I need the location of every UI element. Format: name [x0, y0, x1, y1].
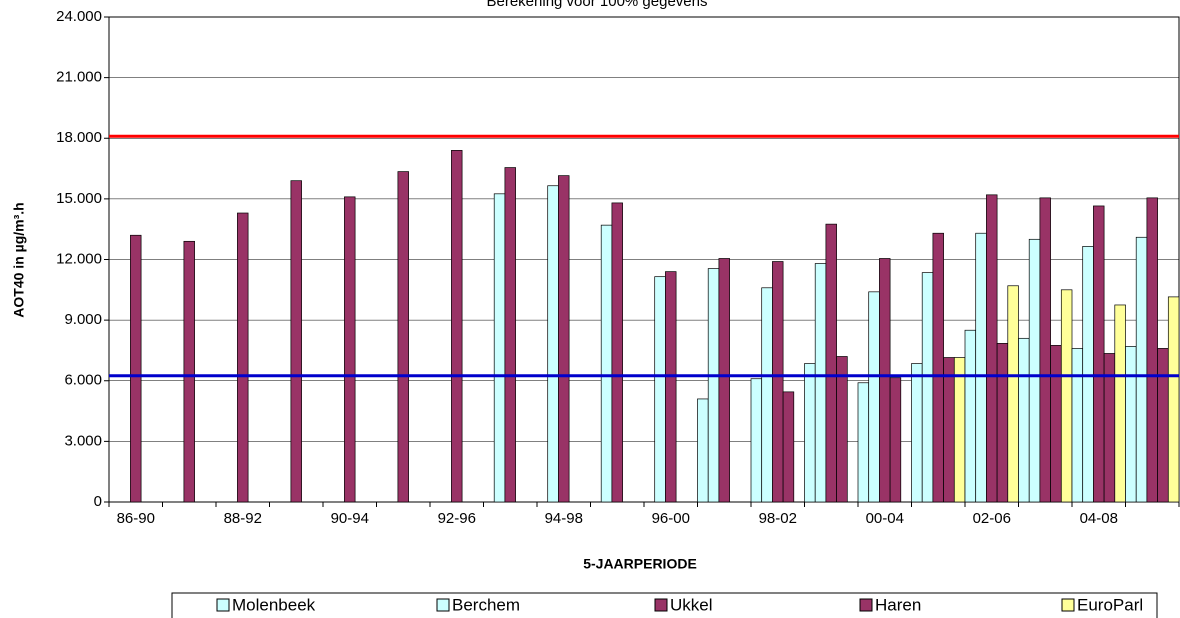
y-tick-label: 18.000	[56, 129, 102, 146]
y-tick-label: 21.000	[56, 69, 102, 86]
bar	[761, 287, 773, 503]
bar	[1114, 304, 1126, 503]
bar	[921, 272, 934, 503]
bar	[857, 382, 870, 503]
legend-label: Molenbeek	[232, 595, 316, 614]
y-axis-title: AOT40 in µg/m³.h	[11, 202, 27, 317]
bar	[889, 377, 902, 503]
bar	[1146, 197, 1158, 503]
bar	[504, 167, 516, 503]
bar	[804, 363, 816, 503]
bar	[451, 150, 463, 503]
bar	[1071, 348, 1084, 503]
x-tick-label: 92-96	[438, 510, 476, 527]
bar	[868, 291, 880, 503]
x-tick-label: 00-04	[866, 510, 904, 527]
bar	[718, 258, 730, 503]
y-tick-label: 0	[94, 493, 102, 510]
chart-title: Berekening voor 100% gegevens	[487, 0, 708, 10]
bar	[911, 363, 923, 503]
bar	[953, 357, 966, 503]
bar	[1093, 205, 1105, 503]
bar	[1018, 337, 1030, 503]
y-tick-label: 12.000	[56, 250, 102, 267]
y-tick-label: 15.000	[56, 190, 102, 207]
bar	[237, 212, 249, 503]
legend-label: Haren	[875, 595, 921, 614]
bar	[1050, 345, 1062, 503]
bar	[964, 329, 977, 503]
x-tick-label: 90-94	[331, 510, 369, 527]
x-tick-label: 86-90	[117, 510, 155, 527]
x-tick-label: 02-06	[973, 510, 1011, 527]
bar	[825, 223, 837, 503]
bar	[932, 232, 944, 503]
legend-swatch	[436, 598, 450, 612]
bar	[344, 196, 356, 503]
bar	[493, 193, 506, 503]
bar	[1167, 296, 1180, 503]
bar	[750, 378, 763, 503]
y-tick-label: 3.000	[64, 432, 102, 449]
x-tick-label: 98-02	[759, 510, 797, 527]
legend-label: EuroParl	[1077, 595, 1143, 614]
x-tick-label: 04-08	[1080, 510, 1118, 527]
x-tick-label: 88-92	[224, 510, 262, 527]
bar	[879, 258, 891, 503]
bar	[665, 271, 677, 503]
bar	[1125, 346, 1137, 503]
y-tick-label: 9.000	[64, 311, 102, 328]
bar	[558, 175, 570, 503]
bar	[814, 263, 827, 503]
legend-swatch	[654, 598, 668, 612]
bar	[397, 171, 409, 503]
y-tick-label: 24.000	[56, 8, 102, 25]
bar	[1135, 236, 1148, 503]
bar	[975, 232, 987, 503]
bar	[130, 234, 142, 503]
bar	[986, 194, 998, 503]
bar	[183, 240, 195, 503]
legend-swatch	[859, 598, 873, 612]
x-axis-title: 5-JAARPERIODE	[583, 556, 697, 572]
legend-label: Berchem	[452, 595, 520, 614]
bar	[1039, 197, 1051, 503]
bar	[547, 185, 559, 503]
legend-swatch	[1061, 598, 1075, 612]
bar	[1007, 285, 1019, 503]
bar	[782, 391, 795, 503]
x-tick-label: 96-00	[652, 510, 690, 527]
bar	[654, 276, 666, 503]
bar	[996, 343, 1009, 503]
legend-label: Ukkel	[670, 595, 713, 614]
bar	[772, 261, 784, 503]
y-tick-label: 6.000	[64, 372, 102, 389]
bar	[1082, 246, 1094, 503]
bar	[1028, 238, 1041, 503]
bar	[290, 180, 302, 503]
bar	[943, 357, 955, 503]
bar	[600, 224, 613, 503]
x-tick-label: 94-98	[545, 510, 583, 527]
bar	[697, 398, 709, 503]
legend-swatch	[216, 598, 230, 612]
bar	[707, 268, 720, 503]
bar	[1060, 289, 1073, 503]
bar	[611, 202, 623, 503]
bar	[836, 356, 848, 503]
bar	[1157, 348, 1169, 503]
